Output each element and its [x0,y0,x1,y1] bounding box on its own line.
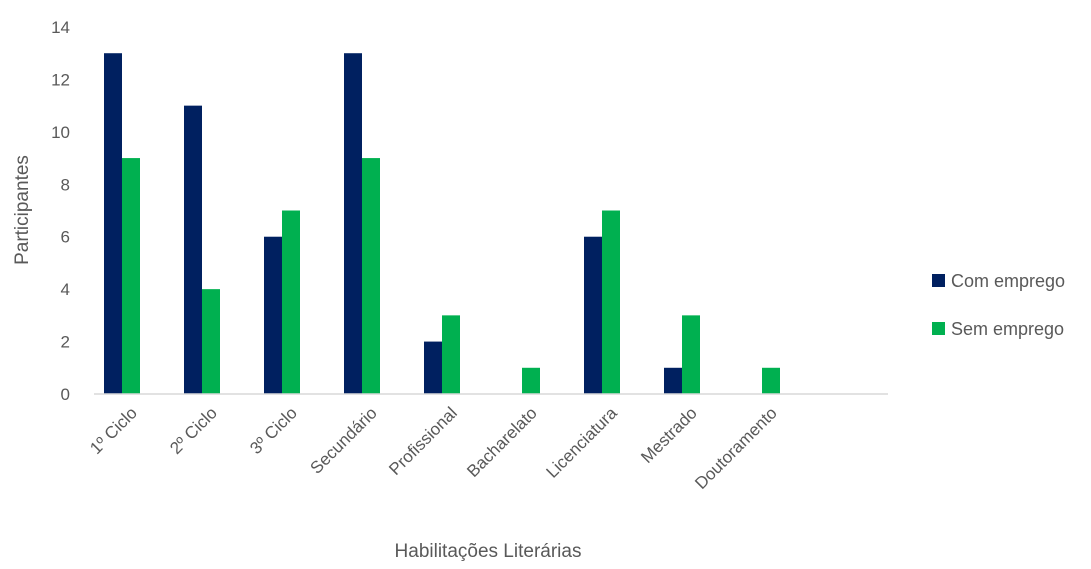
y-axis-ticks: 0 2 4 6 8 10 12 14 [51,18,70,404]
legend-swatch [932,322,945,335]
x-tick-label: Doutoramento [691,403,781,493]
x-tick-label: 2º Ciclo [166,403,221,458]
bar-com-emprego [344,53,362,394]
x-tick-label: Profissional [385,403,461,479]
y-tick-label: 12 [51,70,70,89]
y-axis-title: Participantes [12,155,33,265]
y-tick-label: 14 [51,18,70,37]
y-tick-label: 0 [61,385,70,404]
x-axis-ticks: 1º Ciclo 2º Ciclo 3º Ciclo Secundário Profis… [86,403,781,493]
x-tick-label: Bacharelato [463,403,541,481]
bar-sem-emprego [602,210,620,394]
y-tick-label: 6 [61,228,70,247]
legend-swatch [932,274,945,287]
bar-com-emprego [424,341,442,394]
bar-com-emprego [264,236,282,394]
legend-label: Sem emprego [951,319,1064,339]
bar-com-emprego [664,367,682,394]
x-tick-label: Mestrado [637,403,701,467]
bar-sem-emprego [762,367,780,394]
bar-sem-emprego [202,289,220,394]
bar-com-emprego [184,105,202,395]
x-axis-title: Habilitações Literárias [395,541,582,562]
x-tick-label: Secundário [307,403,381,477]
bar-sem-emprego [682,315,700,394]
bar-sem-emprego [522,367,540,394]
bar-sem-emprego [282,210,300,394]
x-tick-label: 3º Ciclo [246,403,301,458]
legend: Com emprego Sem emprego [932,271,1065,339]
bar-com-emprego [584,236,602,394]
x-tick-label: 1º Ciclo [86,403,141,458]
bar-sem-emprego [442,315,460,394]
legend-label: Com emprego [951,271,1065,291]
bar-sem-emprego [122,158,140,394]
bar-sem-emprego [362,158,380,394]
y-tick-label: 2 [61,333,70,352]
y-tick-label: 4 [61,280,70,299]
y-tick-label: 10 [51,123,70,142]
bars [104,53,780,395]
bar-com-emprego [104,53,122,394]
y-tick-label: 8 [61,175,70,194]
x-tick-label: Licenciatura [543,403,622,482]
